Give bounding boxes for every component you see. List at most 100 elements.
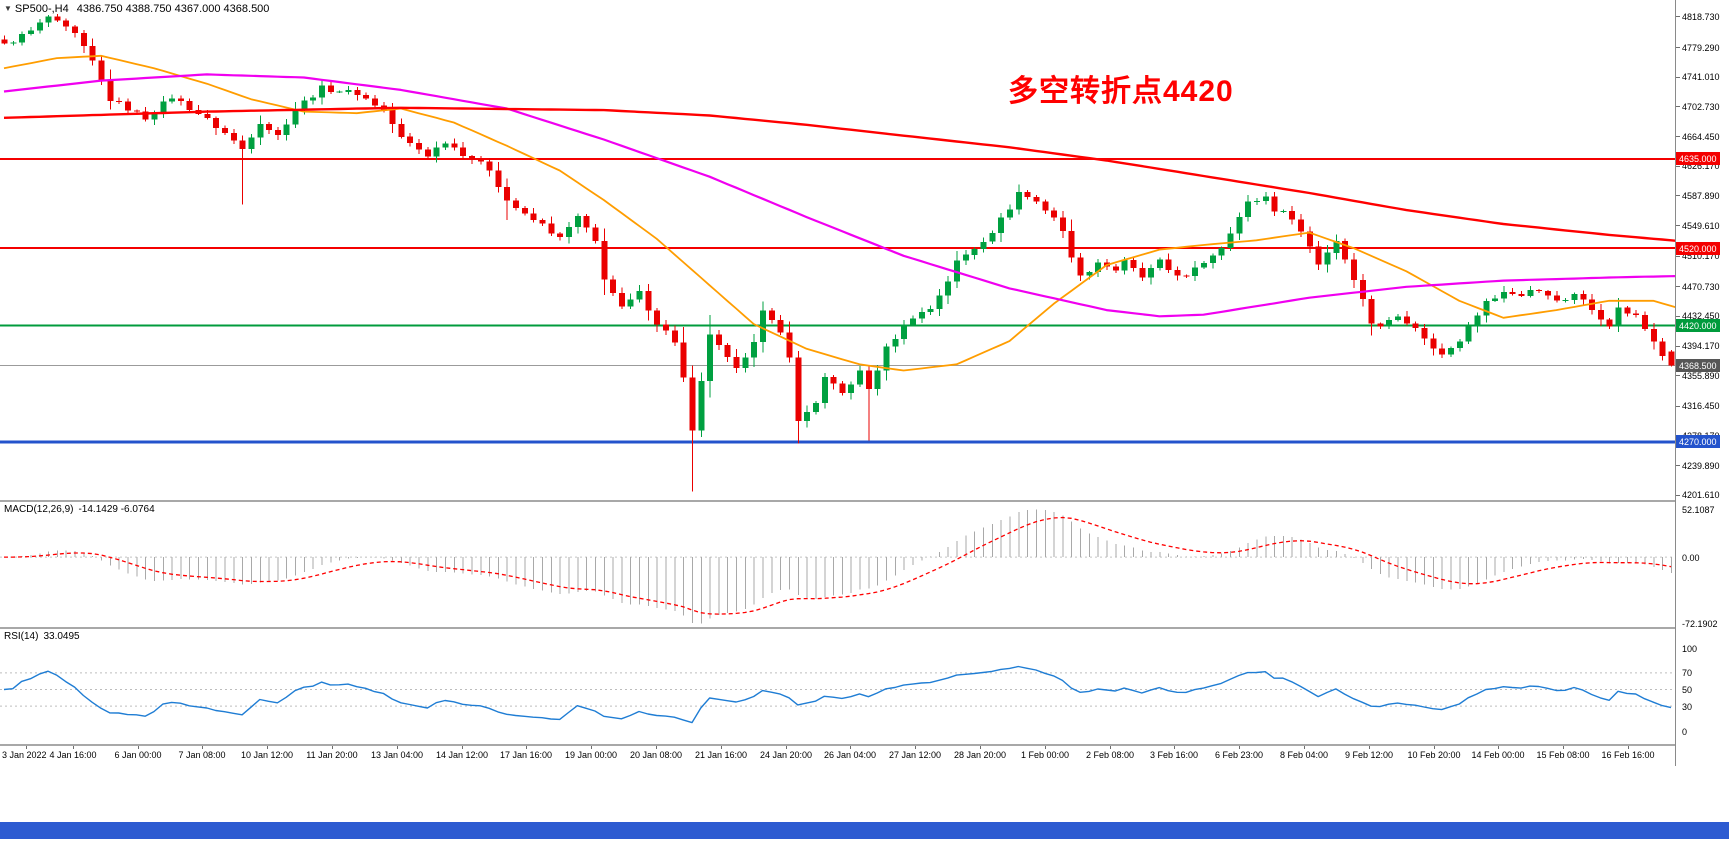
time-axis-tick [267, 746, 268, 749]
price-axis-tick [1676, 166, 1680, 167]
price-axis-label: 4510.170 [1682, 251, 1720, 261]
time-axis-label: 20 Jan 08:00 [629, 750, 683, 760]
time-axis-tick [1110, 746, 1111, 749]
time-axis-tick [526, 746, 527, 749]
panel-separator[interactable] [0, 744, 1729, 746]
price-axis-tick [1676, 495, 1680, 496]
time-axis-tick [656, 746, 657, 749]
chart-header: ▼ SP500-,H4 4386.750 4388.750 4367.000 436… [4, 3, 269, 15]
time-axis-label: 19 Jan 00:00 [564, 750, 618, 760]
rsi-axis-label: 0 [1682, 727, 1688, 737]
macd-panel[interactable]: MACD(12,26,9) -14.1429 -6.0764 [0, 502, 1675, 627]
time-axis-label: 6 Jan 00:00 [114, 750, 162, 760]
macd-axis-label: -72.1902 [1682, 619, 1718, 629]
price-axis-label: 4587.890 [1682, 191, 1720, 201]
time-axis-tick [462, 746, 463, 749]
time-axis-label: 15 Feb 08:00 [1536, 750, 1590, 760]
time-axis-tick [1174, 746, 1175, 749]
time-axis-tick [73, 746, 74, 749]
time-axis-label: 10 Feb 20:00 [1407, 750, 1461, 760]
macd-axis-label: 52.1087 [1682, 505, 1715, 515]
ma-slow-line [3, 106, 1675, 242]
price-axis-tick [1676, 47, 1680, 48]
price-axis-tick [1676, 225, 1680, 226]
macd-axis-label: 0.00 [1682, 553, 1700, 563]
time-axis-tick [1304, 746, 1305, 749]
price-axis-label: 4470.730 [1682, 282, 1720, 292]
macd-canvas[interactable] [0, 502, 1675, 627]
time-axis[interactable]: 3 Jan 2022 4 Jan 16:00 6 Jan 00:00 7 Jan 08… [0, 746, 1675, 766]
rsi-canvas[interactable] [0, 629, 1675, 744]
time-axis-tick [1369, 746, 1370, 749]
price-axis-label: 4741.010 [1682, 72, 1720, 82]
rsi-line [3, 665, 1672, 724]
rsi-panel[interactable]: RSI(14) 33.0495 [0, 629, 1675, 744]
rsi-axis-label: 100 [1682, 644, 1698, 654]
time-axis-label: 8 Feb 04:00 [1279, 750, 1329, 760]
price-axis-label: 4239.890 [1682, 461, 1720, 471]
macd-header: MACD(12,26,9) -14.1429 -6.0764 [4, 504, 155, 515]
candles [1, 13, 1675, 492]
price-axis-label: 4664.450 [1682, 132, 1720, 142]
price-axis-tick [1676, 316, 1680, 317]
price-axis-tick [1676, 346, 1680, 347]
macd-histogram [21, 509, 1672, 624]
time-axis-label: 11 Jan 20:00 [306, 750, 358, 760]
price-axis-label: 4818.730 [1682, 12, 1720, 22]
time-axis-tick [1434, 746, 1435, 749]
time-axis-tick [721, 746, 722, 749]
price-axis-tick [1676, 136, 1680, 137]
macd-title: MACD(12,26,9) [4, 504, 74, 515]
rsi-value: 33.0495 [43, 631, 80, 642]
time-axis-label: 1 Feb 00:00 [1020, 750, 1070, 760]
price-chart-canvas[interactable] [0, 0, 1675, 500]
ohlc-values: 4386.750 4388.750 4367.000 4368.500 [76, 3, 270, 15]
panel-separator[interactable] [0, 500, 1729, 502]
price-axis-label: 4626.170 [1682, 161, 1720, 171]
current-price-badge: 4368.500 [1676, 359, 1720, 372]
price-axis-label: 4779.290 [1682, 43, 1720, 53]
ma-fast-line [3, 54, 1675, 372]
price-axis-tick [1676, 77, 1680, 78]
time-axis-label: 9 Feb 12:00 [1344, 750, 1394, 760]
price-chart-panel[interactable]: ▼ SP500-,H4 4386.750 4388.750 4367.000 436… [0, 0, 1675, 500]
price-axis-label: 4316.450 [1682, 401, 1720, 411]
time-axis-label: 4 Jan 16:00 [49, 750, 97, 760]
time-axis-label: 28 Jan 20:00 [953, 750, 1007, 760]
price-axis-label: 4355.890 [1682, 371, 1720, 381]
chart-shift-icon: ▼ [4, 4, 12, 13]
rsi-title: RSI(14) [4, 631, 39, 642]
time-axis-tick [138, 746, 139, 749]
price-axis-tick [1676, 406, 1680, 407]
time-axis-label: 27 Jan 12:00 [888, 750, 942, 760]
price-axis-tick [1676, 465, 1680, 466]
rsi-axis-label: 50 [1682, 685, 1693, 695]
taskbar[interactable] [0, 822, 1729, 839]
time-axis-tick [202, 746, 203, 749]
time-axis-label: 21 Jan 16:00 [694, 750, 748, 760]
time-axis-label: 6 Feb 23:00 [1214, 750, 1264, 760]
symbol-period-label: SP500-,H4 [14, 3, 69, 15]
time-axis-tick [850, 746, 851, 749]
ma-medium-line [3, 73, 1675, 318]
time-axis-tick [786, 746, 787, 749]
time-axis-tick [1628, 746, 1629, 749]
rsi-header: RSI(14) 33.0495 [4, 631, 80, 642]
macd-signal-line [4, 516, 1672, 615]
time-axis-label: 10 Jan 12:00 [240, 750, 294, 760]
time-axis-tick [397, 746, 398, 749]
price-axis[interactable]: 4818.730 4779.290 4741.010 4702.730 4664.450… [1675, 0, 1729, 766]
time-axis-tick [1498, 746, 1499, 749]
time-axis-label: 24 Jan 20:00 [759, 750, 813, 760]
price-axis-label: 4549.610 [1682, 221, 1720, 231]
time-axis-tick [980, 746, 981, 749]
macd-values: -14.1429 -6.0764 [78, 504, 155, 515]
panel-separator[interactable] [0, 627, 1729, 629]
time-axis-label: 7 Jan 08:00 [178, 750, 226, 760]
time-axis-label: 14 Jan 12:00 [435, 750, 489, 760]
price-level-badge: 4270.000 [1676, 435, 1720, 448]
price-axis-label: 4432.450 [1682, 311, 1720, 321]
price-axis-tick [1676, 286, 1680, 287]
time-axis-label: 13 Jan 04:00 [370, 750, 424, 760]
